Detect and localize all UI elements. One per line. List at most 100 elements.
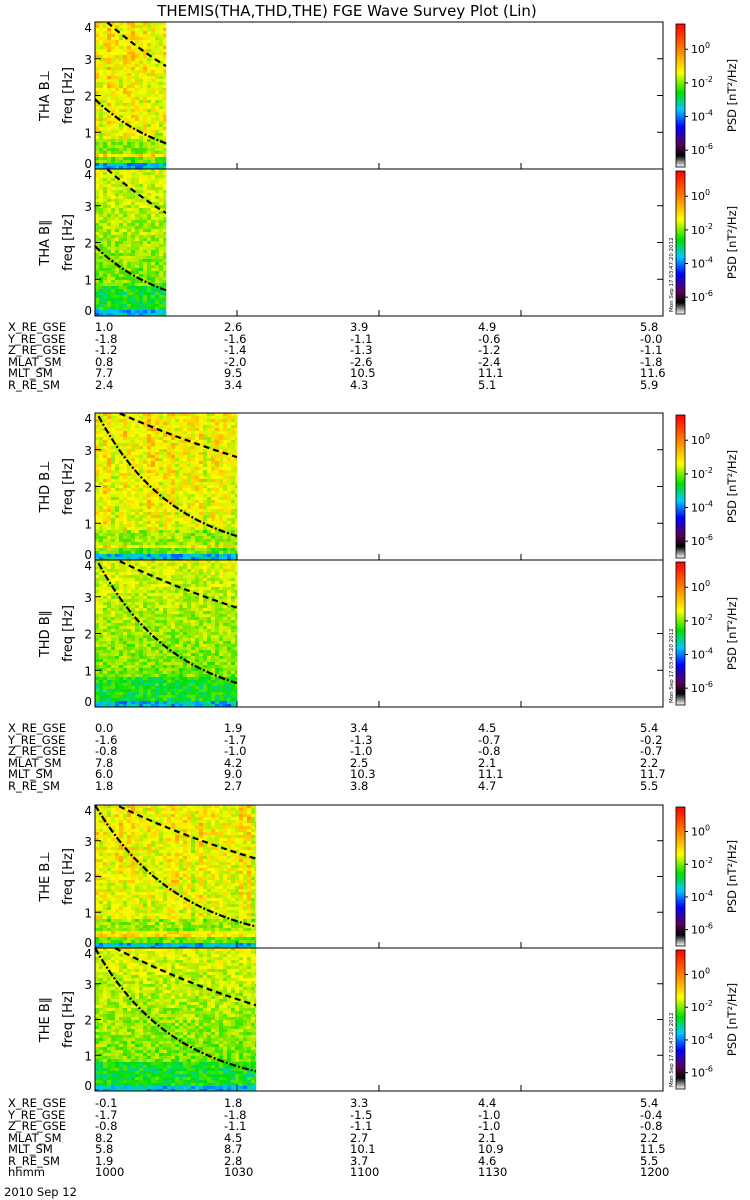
spectrogram-cell: [163, 518, 168, 522]
spectrogram-cell: [103, 482, 108, 486]
spectrogram-cell: [167, 638, 172, 642]
spectrogram-cell: [107, 479, 112, 483]
spectrogram-cell: [231, 665, 236, 669]
spectrogram-cell: [151, 500, 156, 504]
spectrogram-cell: [163, 566, 168, 570]
spectrogram-cell: [235, 653, 238, 657]
spectrogram-cell: [95, 623, 100, 627]
spectrogram-cell: [175, 608, 180, 612]
spectrogram-cell: [163, 626, 168, 630]
spectrogram-cell: [139, 22, 144, 26]
spectrogram-cell: [119, 175, 124, 179]
spectrogram-cell: [143, 656, 148, 660]
spectrogram-cell: [127, 214, 132, 218]
spectrogram-cell: [131, 310, 136, 314]
spectrogram-cell: [123, 40, 128, 44]
spectrogram-cell: [139, 286, 144, 290]
spectrogram-cell: [215, 614, 220, 618]
spectrogram-cell: [135, 178, 140, 182]
spectrogram-cell: [227, 416, 232, 420]
spectrogram-cell: [143, 506, 148, 510]
spectrogram-cell: [143, 34, 148, 38]
spectrogram-cell: [135, 656, 140, 660]
spectrogram-cell: [99, 647, 104, 651]
spectrogram-cell: [219, 488, 224, 492]
spectrogram-cell: [203, 413, 208, 417]
spectrogram-cell: [223, 659, 228, 663]
spectrogram-cell: [147, 554, 152, 558]
spectrogram-cell: [231, 542, 236, 546]
spectrogram-cell: [139, 581, 144, 585]
spectrogram-cell: [231, 446, 236, 450]
spectrogram-cell: [115, 145, 120, 149]
spectrogram-cell: [183, 584, 188, 588]
spectrogram-cell: [223, 584, 228, 588]
spectrogram-cell: [127, 145, 132, 149]
spectrogram-cell: [227, 665, 232, 669]
spectrogram-cell: [207, 629, 212, 633]
spectrogram-cell: [207, 467, 212, 471]
spectrogram-cell: [111, 551, 116, 555]
spectrogram-cell: [151, 94, 156, 98]
spectrogram-cell: [139, 313, 144, 317]
spectrogram-cell: [159, 449, 164, 453]
spectrogram-cell: [95, 668, 100, 672]
spectrogram-cell: [195, 620, 200, 624]
spectrogram-cell: [131, 584, 136, 588]
spectrogram-cell: [167, 536, 172, 540]
spectrogram-cell: [171, 539, 176, 543]
spectrogram-cell: [235, 608, 238, 612]
spectrogram-cell: [227, 518, 232, 522]
spectrogram-cell: [191, 647, 196, 651]
spectrogram-cell: [191, 653, 196, 657]
spectrogram-cell: [151, 644, 156, 648]
spectrogram-cell: [107, 470, 112, 474]
spectrogram-cell: [95, 181, 100, 185]
spectrogram-cell: [219, 533, 224, 537]
spectrogram-cell: [191, 617, 196, 621]
spectrogram-cell: [123, 446, 128, 450]
spectrogram-cell: [135, 539, 140, 543]
spectrogram-cell: [155, 130, 160, 134]
spectrogram-cell: [139, 271, 144, 275]
spectrogram-cell: [111, 100, 116, 104]
spectrogram-cell: [159, 49, 164, 53]
spectrogram-cell: [187, 548, 192, 552]
spectrogram-cell: [151, 235, 156, 239]
spectrogram-cell: [159, 226, 164, 230]
spectrogram-cell: [163, 500, 168, 504]
spectrogram-cell: [131, 671, 136, 675]
spectrogram-cell: [227, 566, 232, 570]
spectrogram-cell: [111, 274, 116, 278]
spectrogram-cell: [235, 668, 238, 672]
spectrogram-cell: [115, 124, 120, 128]
spectrogram-cell: [159, 497, 164, 501]
spectrogram-cell: [215, 476, 220, 480]
spectrogram-cell: [131, 575, 136, 579]
spectrogram-cell: [99, 455, 104, 459]
spectrogram-cell: [95, 587, 100, 591]
spectrogram-cell: [155, 626, 160, 630]
spectrogram-cell: [203, 587, 208, 591]
spectrogram-cell: [159, 121, 164, 125]
spectrogram-cell: [231, 572, 236, 576]
spectrogram-cell: [191, 536, 196, 540]
spectrogram-cell: [103, 43, 108, 47]
spectrogram-cell: [107, 115, 112, 119]
spectrogram-cell: [123, 169, 128, 173]
spectrogram-cell: [127, 250, 132, 254]
spectrogram-cell: [159, 650, 164, 654]
spectrogram-cell: [131, 241, 136, 245]
spectrogram-cell: [179, 428, 184, 432]
spectrogram-cell: [99, 187, 104, 191]
spectrogram-cell: [139, 28, 144, 32]
spectrogram-cell: [163, 172, 167, 176]
spectrogram-cell: [203, 653, 208, 657]
spectrogram-cell: [115, 265, 120, 269]
spectrogram-cell: [115, 482, 120, 486]
spectrogram-cell: [211, 467, 216, 471]
spectrogram-cell: [119, 139, 124, 143]
spectrogram-cell: [99, 154, 104, 158]
spectrogram-cell: [95, 298, 100, 302]
spectrogram-cell: [235, 434, 238, 438]
